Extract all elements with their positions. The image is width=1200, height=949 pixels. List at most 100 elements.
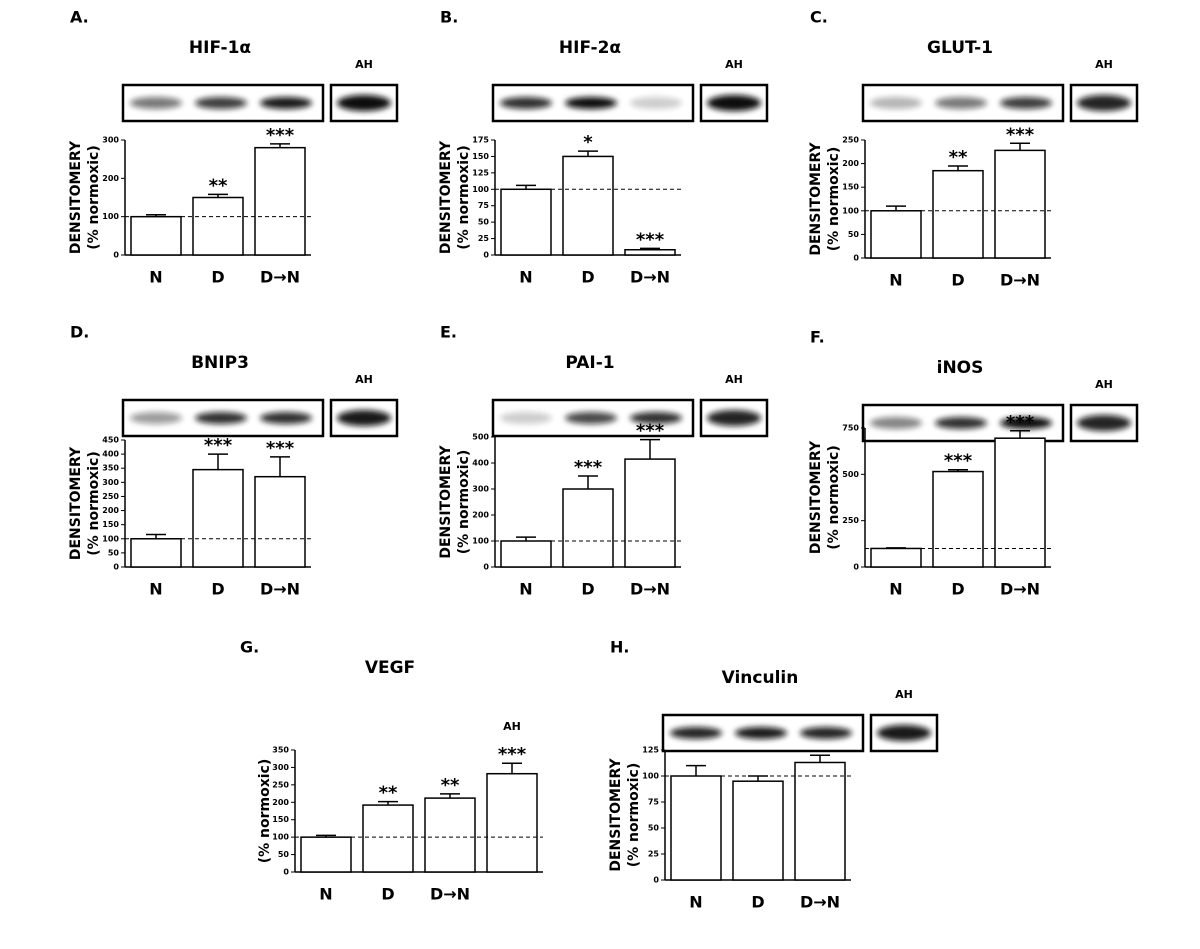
blot-band <box>500 97 552 109</box>
blot-label: AH <box>503 720 521 733</box>
x-tick-label: D→N <box>630 580 670 599</box>
bar <box>254 475 306 568</box>
y-tick-label: 50 <box>648 824 660 833</box>
significance-label: ** <box>441 775 460 796</box>
y-tick-label: 175 <box>472 136 489 145</box>
bar <box>794 761 846 881</box>
significance-label: *** <box>266 438 295 459</box>
panel-label: D. <box>70 323 89 342</box>
panel-label: F. <box>810 328 825 347</box>
bar <box>486 772 538 873</box>
blot-band <box>500 412 552 424</box>
y-tick-label: 0 <box>483 251 489 260</box>
panel-title: Vinculin <box>722 668 799 688</box>
blot-label: AH <box>725 373 743 386</box>
y-axis-label: (% normoxic) <box>257 759 273 864</box>
y-axis-label: DENSITOMERY <box>808 141 824 255</box>
bar <box>192 196 244 256</box>
y-axis-label: (% normoxic) <box>826 445 842 550</box>
significance-label: *** <box>944 451 973 472</box>
y-tick-label: 150 <box>102 520 119 529</box>
blot-band <box>870 97 922 109</box>
y-tick-label: 200 <box>842 159 859 168</box>
blot-band <box>707 95 761 111</box>
y-tick-label: 200 <box>102 174 119 183</box>
blot-label: AH <box>355 373 373 386</box>
y-tick-label: 350 <box>272 746 289 755</box>
x-tick-label: D→N <box>1000 580 1040 599</box>
y-tick-label: 50 <box>108 548 120 557</box>
x-tick-label: D <box>381 885 394 904</box>
y-tick-label: 250 <box>842 516 859 525</box>
y-axis-label: DENSITOMERY <box>608 757 624 871</box>
blot-label: AH <box>355 58 373 71</box>
panel-title: VEGF <box>365 658 415 678</box>
x-tick-label: D <box>211 268 224 287</box>
x-tick-label: N <box>689 893 702 912</box>
x-tick-label: N <box>149 580 162 599</box>
significance-label: ** <box>379 783 398 804</box>
blot-band <box>565 97 617 109</box>
panel-label: A. <box>70 8 89 27</box>
y-tick-label: 0 <box>113 563 119 572</box>
blot-label: AH <box>1095 378 1113 391</box>
panel-label: C. <box>810 8 828 27</box>
panel-label: G. <box>240 638 259 657</box>
y-axis-label: (% normoxic) <box>456 450 472 555</box>
blot-band <box>130 412 182 424</box>
x-tick-label: D <box>211 580 224 599</box>
blot-band <box>935 417 987 429</box>
y-tick-label: 0 <box>483 563 489 572</box>
y-tick-label: 300 <box>272 763 289 772</box>
y-tick-label: 0 <box>853 254 859 263</box>
significance-label: *** <box>204 435 233 456</box>
blot-band <box>195 412 247 424</box>
y-tick-label: 25 <box>648 850 660 859</box>
y-tick-label: 125 <box>642 746 659 755</box>
y-tick-label: 25 <box>478 234 490 243</box>
y-tick-label: 300 <box>102 478 119 487</box>
x-tick-label: N <box>519 268 532 287</box>
bar <box>130 215 182 256</box>
y-axis-label: DENSITOMERY <box>438 444 454 558</box>
bar <box>254 146 306 256</box>
bar <box>130 538 182 568</box>
blot-band <box>735 727 787 739</box>
bar <box>424 797 476 873</box>
y-tick-label: 75 <box>648 798 660 807</box>
blot-band <box>707 410 761 426</box>
y-axis-label: DENSITOMERY <box>68 446 84 560</box>
bar <box>362 804 414 873</box>
x-tick-label: D <box>751 893 764 912</box>
significance-label: *** <box>1006 124 1035 145</box>
y-tick-label: 0 <box>853 563 859 572</box>
y-tick-label: 100 <box>472 537 489 546</box>
blot-band <box>800 727 852 739</box>
y-axis-label: (% normoxic) <box>86 145 102 250</box>
blot-band <box>260 412 312 424</box>
blot-band <box>630 412 682 424</box>
blot-band <box>670 727 722 739</box>
x-tick-label: D <box>951 580 964 599</box>
blot-label: AH <box>895 688 913 701</box>
blot-band <box>870 417 922 429</box>
bar <box>562 488 614 568</box>
bar <box>500 540 552 568</box>
blot-band <box>337 95 391 111</box>
panel-title: PAI-1 <box>565 353 614 373</box>
y-tick-label: 200 <box>472 511 489 520</box>
panel-label: H. <box>610 638 629 657</box>
y-tick-label: 100 <box>472 185 489 194</box>
bar <box>300 836 352 873</box>
bar <box>670 775 722 881</box>
panel-title: GLUT-1 <box>927 38 993 58</box>
y-tick-label: 75 <box>478 201 490 210</box>
significance-label: *** <box>266 125 295 146</box>
blot-label: AH <box>1095 58 1113 71</box>
y-tick-label: 400 <box>102 450 119 459</box>
bar <box>870 547 922 568</box>
y-tick-label: 50 <box>478 218 490 227</box>
significance-label: * <box>583 132 593 153</box>
y-axis-label: (% normoxic) <box>456 145 472 250</box>
x-tick-label: N <box>889 271 902 290</box>
